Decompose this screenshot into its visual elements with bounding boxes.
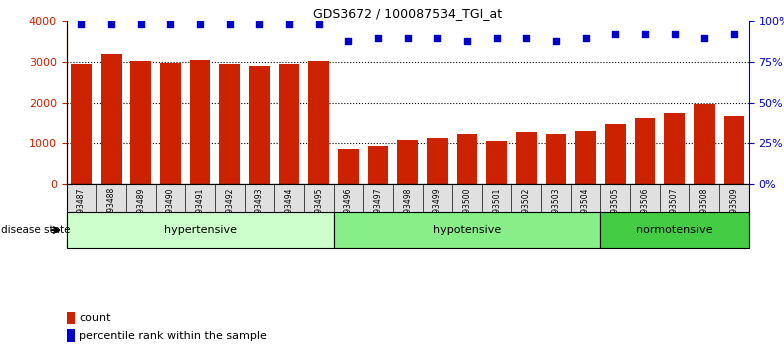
Point (313, 22, 325, 27)
Bar (605, 124, 626, 184)
Bar (333, 212, 601, 248)
Bar (456, 135, 477, 184)
Point (550, 38, 562, 44)
Point (105, 22, 118, 27)
Bar (190, 60, 210, 184)
Bar (486, 141, 507, 184)
Point (728, 32, 740, 37)
Text: GSM493498: GSM493498 (403, 187, 412, 234)
Bar (575, 131, 596, 184)
Bar (67, 329, 75, 342)
Point (639, 32, 652, 37)
Point (668, 32, 681, 37)
Bar (724, 116, 744, 184)
Bar (634, 118, 655, 184)
Bar (664, 113, 685, 184)
Point (283, 22, 296, 27)
Text: GSM493490: GSM493490 (166, 187, 175, 234)
Text: GSM493506: GSM493506 (641, 187, 649, 234)
Text: GSM493507: GSM493507 (670, 187, 679, 234)
Text: GSM493493: GSM493493 (255, 187, 264, 234)
Text: GSM493489: GSM493489 (136, 187, 145, 234)
Text: GSM493491: GSM493491 (195, 187, 205, 234)
Bar (160, 63, 181, 184)
Text: GSM493502: GSM493502 (522, 187, 531, 234)
Bar (516, 132, 537, 184)
Bar (278, 64, 299, 184)
Text: GSM493504: GSM493504 (581, 187, 590, 234)
Bar (694, 104, 714, 184)
Point (75, 22, 88, 27)
Text: GSM493500: GSM493500 (463, 187, 471, 234)
Text: GSM493496: GSM493496 (344, 187, 353, 234)
Point (164, 22, 176, 27)
Bar (397, 140, 418, 184)
Point (609, 32, 622, 37)
Bar (338, 149, 359, 184)
Bar (601, 212, 749, 248)
Text: GSM493487: GSM493487 (77, 187, 86, 234)
Point (431, 35, 444, 40)
Text: disease state: disease state (1, 225, 71, 235)
Text: GSM493509: GSM493509 (729, 187, 739, 234)
Text: GSM493492: GSM493492 (225, 187, 234, 234)
Text: GSM493508: GSM493508 (700, 187, 709, 234)
Text: percentile rank within the sample: percentile rank within the sample (79, 331, 267, 341)
Bar (427, 138, 448, 184)
Text: GSM493501: GSM493501 (492, 187, 501, 234)
Text: GSM493505: GSM493505 (611, 187, 620, 234)
Point (698, 35, 710, 40)
Point (461, 38, 474, 44)
Point (194, 22, 206, 27)
Bar (71, 64, 92, 184)
Bar (220, 64, 240, 184)
Title: GDS3672 / 100087534_TGI_at: GDS3672 / 100087534_TGI_at (313, 7, 503, 20)
Point (253, 22, 266, 27)
Bar (546, 135, 566, 184)
Point (372, 35, 384, 40)
Point (490, 35, 503, 40)
Text: hypotensive: hypotensive (433, 225, 501, 235)
Text: GSM493495: GSM493495 (314, 187, 323, 234)
Bar (308, 61, 329, 184)
Text: hypertensive: hypertensive (164, 225, 237, 235)
Bar (368, 146, 388, 184)
Text: normotensive: normotensive (637, 225, 713, 235)
Point (520, 35, 532, 40)
Bar (249, 66, 270, 184)
Point (135, 22, 147, 27)
Bar (100, 54, 122, 184)
Text: GSM493503: GSM493503 (551, 187, 561, 234)
Point (401, 35, 414, 40)
Point (579, 35, 592, 40)
Text: GSM493488: GSM493488 (107, 187, 115, 233)
Text: GSM493497: GSM493497 (373, 187, 383, 234)
Text: GSM493494: GSM493494 (285, 187, 293, 234)
Bar (130, 61, 151, 184)
Text: count: count (79, 313, 111, 323)
Point (223, 22, 236, 27)
Point (342, 38, 354, 44)
Text: GSM493499: GSM493499 (433, 187, 442, 234)
Bar (67, 212, 333, 248)
Bar (67, 312, 75, 324)
